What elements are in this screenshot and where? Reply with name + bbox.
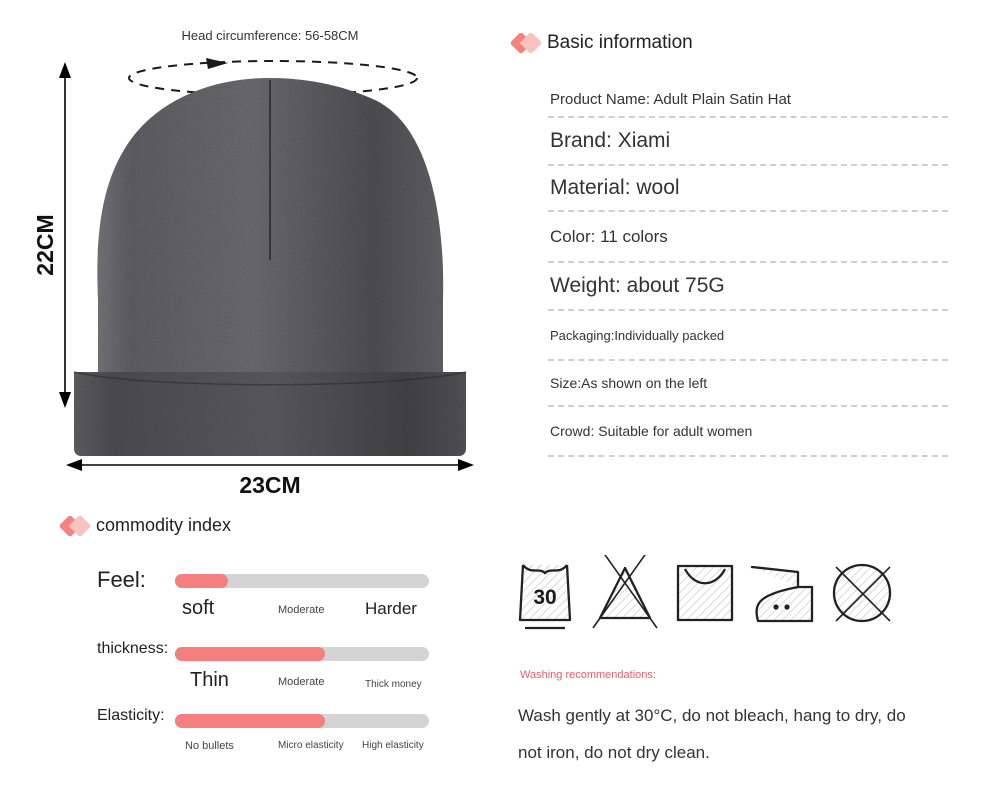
svg-text:30: 30: [533, 586, 556, 609]
svg-text:22CM: 22CM: [32, 214, 58, 275]
svg-text:Head circumference: 56-58CM: Head circumference: 56-58CM: [181, 28, 358, 43]
